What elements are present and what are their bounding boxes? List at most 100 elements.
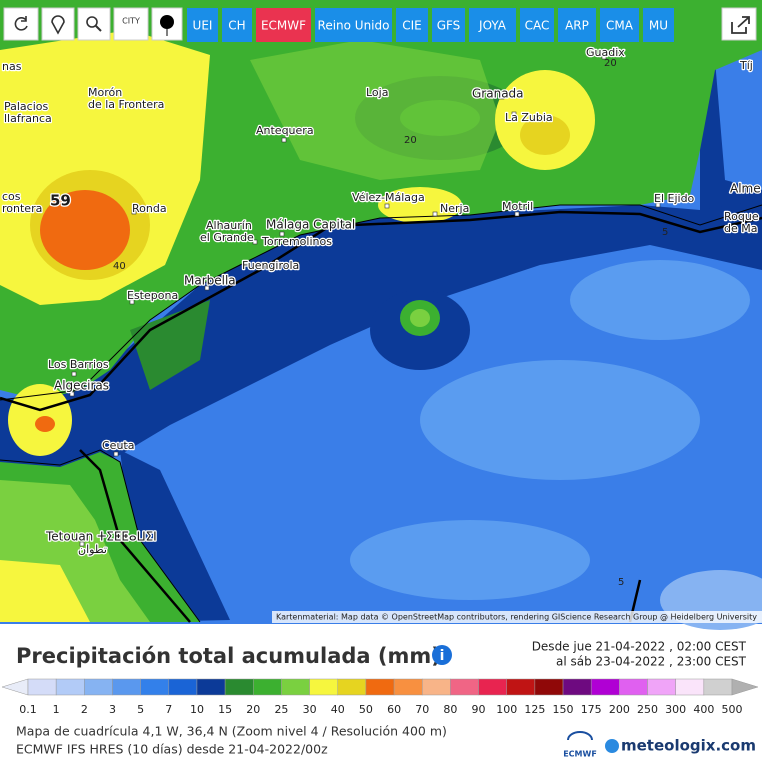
place-label: Guadix	[586, 46, 625, 59]
map-title: Precipitación total acumulada (mm)	[16, 644, 441, 668]
model-button-label: GFS	[437, 19, 461, 33]
map: nas Morón de la Frontera Palacios llafra…	[0, 0, 762, 630]
legend-swatch	[703, 678, 733, 696]
legend-swatch	[112, 678, 141, 696]
place-label: de la Frontera	[88, 98, 164, 111]
model-button-label: JOYA	[478, 19, 507, 33]
legend-label: 3	[109, 703, 116, 716]
legend-swatch	[27, 678, 57, 696]
place-label: llafranca	[4, 112, 52, 125]
legend-label: 0.1	[19, 703, 37, 716]
contour-label: 5	[662, 227, 668, 238]
place-label: Alhaurín	[206, 219, 252, 232]
share-button[interactable]	[721, 7, 757, 41]
contour-label: 20	[404, 135, 417, 146]
legend-swatch	[506, 678, 536, 696]
legend-swatch	[450, 678, 479, 696]
place-label: cos	[2, 190, 21, 203]
zoom-button[interactable]	[77, 7, 111, 41]
place-label: Ceuta	[102, 439, 134, 452]
place-label: Vélez-Málaga	[352, 191, 425, 204]
legend-swatch	[55, 678, 85, 696]
legend-label: 70	[415, 703, 429, 716]
model-button[interactable]	[600, 8, 639, 42]
location-button[interactable]	[41, 7, 75, 41]
info-icon[interactable]	[432, 645, 452, 665]
city-button[interactable]	[113, 7, 149, 41]
legend-label: 7	[165, 703, 172, 716]
period-start: Desde jue 21-04-2022 , 02:00 CEST	[532, 640, 747, 654]
place-label: Marbella	[184, 274, 236, 288]
place-label: Palacios	[4, 100, 49, 113]
model-button[interactable]	[432, 8, 465, 42]
legend-swatch	[309, 678, 339, 696]
model-button-label: ECMWF	[261, 19, 306, 33]
place-label: El Ejido	[654, 192, 695, 205]
model-button-label: ARP	[565, 19, 589, 33]
legend-label: 2	[81, 703, 88, 716]
legend-label: 400	[693, 703, 714, 716]
legend-label: 175	[581, 703, 602, 716]
legend-swatch	[675, 678, 705, 696]
place-label: rontera	[2, 202, 42, 215]
bottom-panel: Precipitación total acumulada (mm) i Des…	[1, 640, 759, 759]
legend-swatch	[534, 678, 564, 696]
legend-swatch	[590, 678, 620, 696]
place-label: Roque	[724, 210, 759, 223]
place-labels: nas Morón de la Frontera Palacios llafra…	[1, 45, 762, 558]
model-button[interactable]	[469, 8, 516, 42]
legend-label: 500	[722, 703, 743, 716]
legend-label: 100	[496, 703, 517, 716]
legend-label: 25	[274, 703, 288, 716]
legend: 0.1 1 2 3 5 7 10 15 20 25 30 40 50 60 70 80 90 100 125 150 1…	[19, 678, 759, 716]
legend-label: 250	[637, 703, 658, 716]
place-label: el Grande	[200, 231, 254, 244]
place-label: Torremolinos	[261, 235, 332, 248]
legend-label: 90	[472, 703, 486, 716]
legend-swatch	[168, 678, 198, 696]
refresh-button[interactable]	[3, 7, 39, 41]
model-button[interactable]	[315, 8, 392, 42]
model-button[interactable]	[256, 8, 311, 42]
legend-arrow	[731, 678, 759, 696]
legend-swatch	[647, 678, 676, 696]
meteologix-logo: meteologix.com	[621, 737, 756, 755]
place-label: Granada	[472, 87, 524, 101]
model-button-label: Reino Unido	[318, 19, 390, 33]
attribution: Kartenmaterial: Map data © OpenStreetMap…	[276, 613, 757, 622]
place-label: Antequera	[256, 124, 314, 137]
model-button[interactable]	[558, 8, 596, 42]
model-button[interactable]	[520, 8, 554, 42]
place-label: Morón	[88, 86, 122, 99]
model-button-label: CIE	[402, 19, 422, 33]
place-label: Tíj	[739, 59, 753, 72]
legend-label: 80	[443, 703, 457, 716]
footer-line: Mapa de cuadrícula 4,1 W, 36,4 N (Zoom n…	[16, 724, 447, 739]
legend-label: 15	[218, 703, 232, 716]
legend-label: 150	[553, 703, 574, 716]
place-label: Los Barrios	[48, 358, 109, 371]
model-button[interactable]	[643, 8, 674, 42]
legend-swatch	[365, 678, 395, 696]
model-button-label: CAC	[525, 19, 550, 33]
place-label: Málaga Capital	[266, 218, 355, 232]
legend-label: 10	[190, 703, 204, 716]
toolbar: CITY UEI CH ECMWF Reino Unido CIE GFS JOYA CAC A…	[3, 7, 757, 42]
place-label: Estepona	[127, 289, 178, 302]
place-label: تطوان	[78, 543, 107, 556]
model-button[interactable]	[222, 8, 252, 42]
contour-label: 59	[50, 192, 71, 210]
model-button[interactable]	[187, 8, 218, 42]
model-button[interactable]	[396, 8, 428, 42]
model-button-label: MU	[649, 19, 668, 33]
legend-label: 60	[387, 703, 401, 716]
legend-label: 300	[665, 703, 686, 716]
legend-label: 40	[331, 703, 345, 716]
city-icon-label: CITY	[122, 17, 140, 26]
model-button-label: CMA	[606, 19, 634, 33]
footer-line: ECMWF IFS HRES (10 días) desde 21-04-202…	[16, 742, 328, 757]
legend-swatch	[619, 678, 648, 696]
legend-swatch	[281, 678, 310, 696]
place-label: Algeciras	[54, 379, 109, 393]
